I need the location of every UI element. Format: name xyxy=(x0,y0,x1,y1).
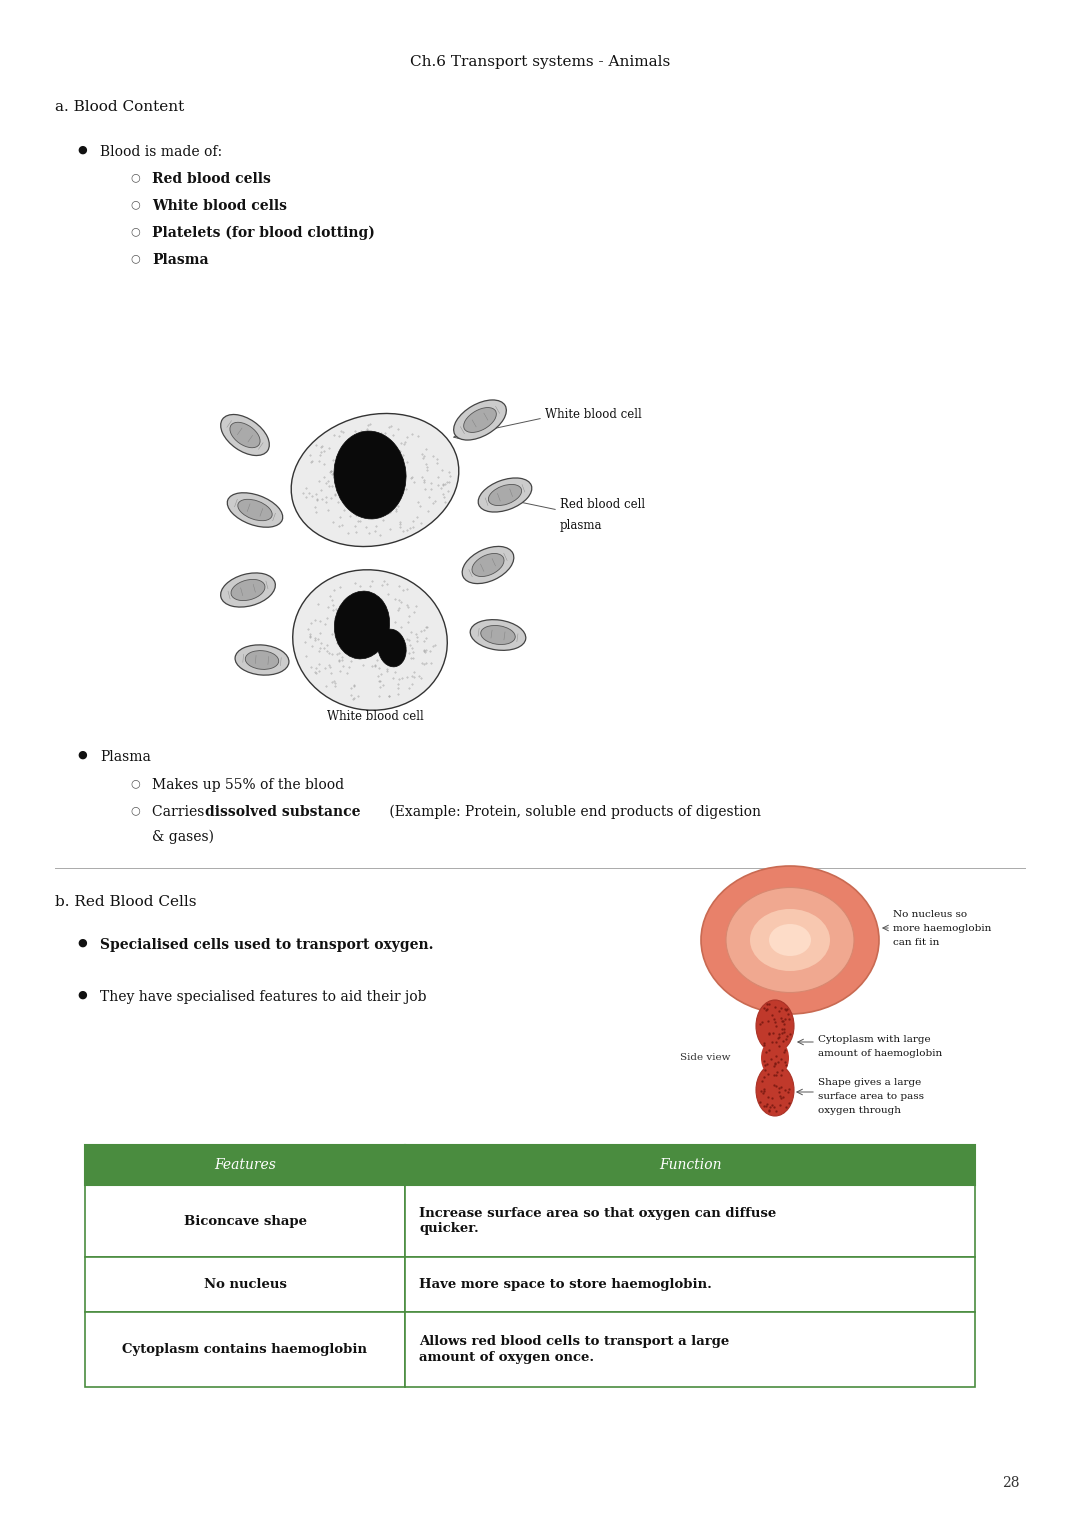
Ellipse shape xyxy=(292,413,459,546)
Text: Shape gives a large: Shape gives a large xyxy=(818,1078,921,1087)
Ellipse shape xyxy=(227,493,283,528)
Ellipse shape xyxy=(235,645,289,676)
Bar xyxy=(85,1257,405,1312)
Text: amount of haemoglobin: amount of haemoglobin xyxy=(818,1049,942,1058)
Text: No nucleus so: No nucleus so xyxy=(893,910,967,920)
Text: oxygen through: oxygen through xyxy=(818,1106,901,1115)
Text: No nucleus: No nucleus xyxy=(203,1278,286,1292)
Text: ●: ● xyxy=(77,145,86,156)
Ellipse shape xyxy=(238,499,272,520)
Text: b. Red Blood Cells: b. Red Blood Cells xyxy=(55,895,197,909)
Text: surface area to pass: surface area to pass xyxy=(818,1092,924,1101)
Ellipse shape xyxy=(454,400,507,441)
Text: (Example: Protein, soluble end products of digestion: (Example: Protein, soluble end products … xyxy=(384,805,761,819)
Text: more haemoglobin: more haemoglobin xyxy=(893,924,991,933)
Text: can fit in: can fit in xyxy=(893,938,940,947)
Text: Carries: Carries xyxy=(152,805,208,819)
Ellipse shape xyxy=(478,477,531,512)
Text: Makes up 55% of the blood: Makes up 55% of the blood xyxy=(152,778,345,791)
Ellipse shape xyxy=(220,573,275,607)
Ellipse shape xyxy=(220,415,269,456)
Ellipse shape xyxy=(488,485,522,506)
Ellipse shape xyxy=(293,570,447,711)
Text: ○: ○ xyxy=(130,198,140,209)
Ellipse shape xyxy=(335,592,390,659)
Text: ●: ● xyxy=(77,990,86,1000)
Text: They have specialised features to aid their job: They have specialised features to aid th… xyxy=(100,990,427,1003)
Ellipse shape xyxy=(769,924,811,956)
Ellipse shape xyxy=(761,1039,789,1077)
Bar xyxy=(405,1145,975,1185)
Bar xyxy=(85,1185,405,1257)
Text: ○: ○ xyxy=(130,778,140,788)
Text: Biconcave shape: Biconcave shape xyxy=(184,1214,307,1228)
Ellipse shape xyxy=(701,866,879,1014)
Text: Cytoplasm with large: Cytoplasm with large xyxy=(818,1035,931,1045)
Ellipse shape xyxy=(481,625,515,645)
Text: Red blood cells: Red blood cells xyxy=(152,172,271,186)
Ellipse shape xyxy=(334,432,406,518)
Text: a. Blood Content: a. Blood Content xyxy=(55,101,185,114)
Text: ○: ○ xyxy=(130,253,140,262)
Ellipse shape xyxy=(231,580,265,601)
Text: White blood cells: White blood cells xyxy=(152,198,287,214)
Text: Red blood cell: Red blood cell xyxy=(561,499,645,511)
Text: Plasma: Plasma xyxy=(152,253,208,267)
Text: Have more space to store haemoglobin.: Have more space to store haemoglobin. xyxy=(419,1278,712,1292)
Bar xyxy=(85,1145,405,1185)
Text: Function: Function xyxy=(659,1157,721,1173)
Bar xyxy=(405,1185,975,1257)
Text: Side view: Side view xyxy=(679,1054,730,1063)
Text: Cytoplasm contains haemoglobin: Cytoplasm contains haemoglobin xyxy=(122,1344,367,1356)
Text: Plasma: Plasma xyxy=(100,750,151,764)
Text: White blood cell: White blood cell xyxy=(545,409,642,421)
Ellipse shape xyxy=(462,546,514,584)
Ellipse shape xyxy=(470,619,526,650)
Ellipse shape xyxy=(245,651,279,669)
Ellipse shape xyxy=(472,554,504,576)
Ellipse shape xyxy=(726,888,854,993)
Ellipse shape xyxy=(378,630,406,666)
Bar xyxy=(405,1257,975,1312)
Text: dissolved substance: dissolved substance xyxy=(205,805,361,819)
Text: ○: ○ xyxy=(130,226,140,236)
Text: Increase surface area so that oxygen can diffuse
quicker.: Increase surface area so that oxygen can… xyxy=(419,1206,777,1235)
Bar xyxy=(85,1312,405,1388)
Text: ●: ● xyxy=(77,750,86,759)
Text: plasma: plasma xyxy=(561,518,603,532)
Text: Blood is made of:: Blood is made of: xyxy=(100,145,222,159)
Ellipse shape xyxy=(756,1000,794,1052)
Text: ○: ○ xyxy=(130,172,140,181)
Ellipse shape xyxy=(756,1064,794,1116)
Text: Specialised cells used to transport oxygen.: Specialised cells used to transport oxyg… xyxy=(100,938,433,952)
Text: Allows red blood cells to transport a large
amount of oxygen once.: Allows red blood cells to transport a la… xyxy=(419,1336,729,1363)
Text: Ch.6 Transport systems - Animals: Ch.6 Transport systems - Animals xyxy=(410,55,670,69)
Ellipse shape xyxy=(750,909,831,971)
Text: 28: 28 xyxy=(1002,1476,1020,1490)
Text: ●: ● xyxy=(77,938,86,949)
Bar xyxy=(405,1312,975,1388)
Text: Platelets (for blood clotting): Platelets (for blood clotting) xyxy=(152,226,375,241)
Ellipse shape xyxy=(463,407,497,433)
Text: Features: Features xyxy=(214,1157,275,1173)
Text: & gases): & gases) xyxy=(152,830,214,845)
Text: White blood cell: White blood cell xyxy=(326,711,423,723)
Ellipse shape xyxy=(230,422,260,448)
Text: ○: ○ xyxy=(130,805,140,814)
